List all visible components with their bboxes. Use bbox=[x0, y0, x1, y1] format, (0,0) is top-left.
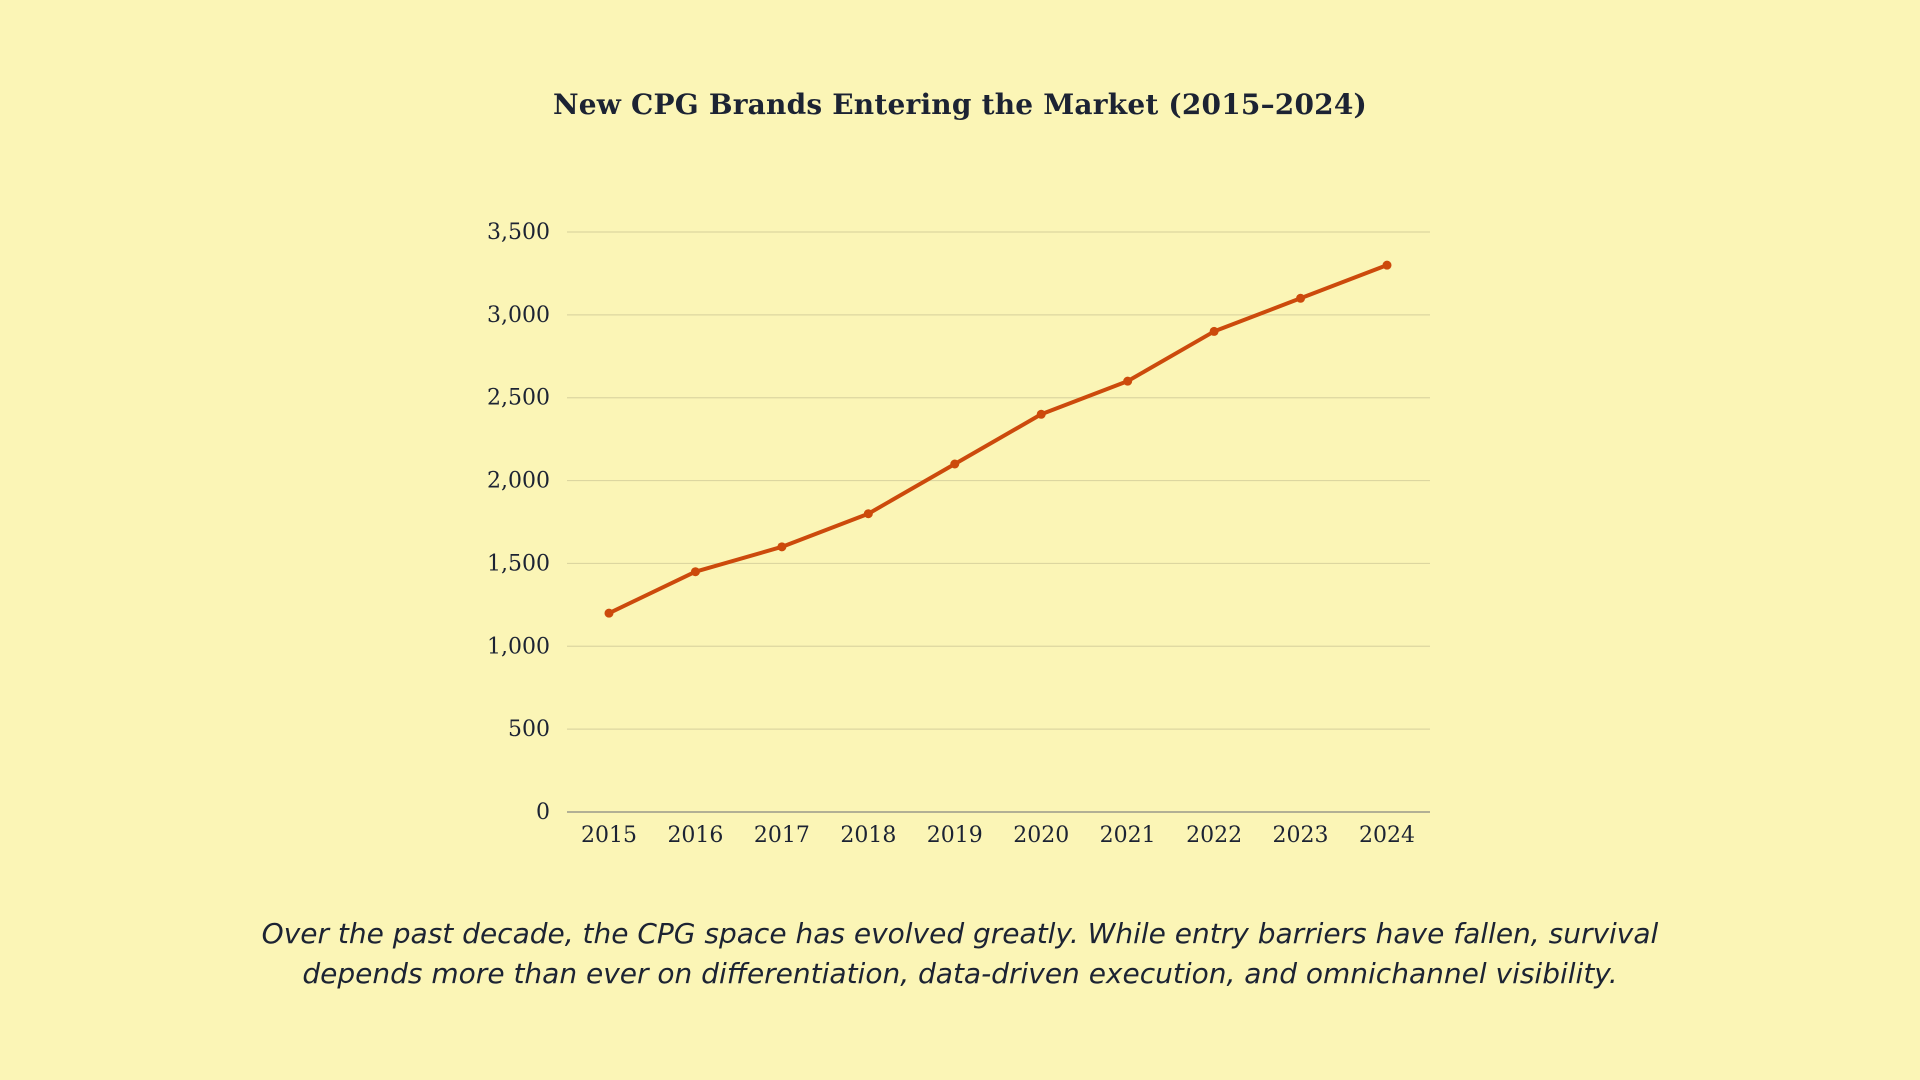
x-tick-label: 2020 bbox=[1013, 823, 1069, 848]
data-point bbox=[1209, 326, 1219, 336]
x-tick-label: 2019 bbox=[927, 823, 983, 848]
data-point bbox=[1123, 376, 1133, 386]
x-tick-label: 2016 bbox=[667, 823, 723, 848]
x-tick-label: 2015 bbox=[581, 823, 637, 848]
x-tick-label: 2021 bbox=[1100, 823, 1156, 848]
data-point bbox=[690, 567, 700, 577]
y-tick-label: 500 bbox=[508, 717, 550, 742]
y-tick-label: 0 bbox=[536, 800, 550, 825]
x-tick-label: 2024 bbox=[1359, 823, 1415, 848]
data-point bbox=[950, 459, 960, 469]
x-tick-label: 2022 bbox=[1186, 823, 1242, 848]
chart-title: New CPG Brands Entering the Market (2015… bbox=[553, 88, 1367, 121]
data-point bbox=[1382, 260, 1392, 270]
y-tick-label: 1,000 bbox=[487, 634, 550, 659]
y-tick-label: 3,000 bbox=[487, 303, 550, 328]
y-tick-label: 1,500 bbox=[487, 551, 550, 576]
x-tick-label: 2018 bbox=[840, 823, 896, 848]
data-point bbox=[1296, 293, 1306, 303]
y-tick-label: 2,500 bbox=[487, 386, 550, 411]
y-tick-label: 3,500 bbox=[487, 220, 550, 245]
data-point bbox=[1036, 409, 1046, 419]
x-axis-tick-labels: 2015 2016 2017 2018 2019 2020 2021 2022 2023 2024 bbox=[581, 823, 1415, 848]
x-tick-label: 2017 bbox=[754, 823, 810, 848]
series bbox=[604, 260, 1392, 618]
gridlines bbox=[567, 231, 1430, 730]
y-tick-label: 2,000 bbox=[487, 469, 550, 494]
series-line bbox=[607, 263, 1389, 616]
x-tick-label: 2023 bbox=[1273, 823, 1329, 848]
data-point bbox=[863, 509, 873, 519]
y-axis-tick-labels: 0 500 1,000 1,500 2,000 2,500 3,000 3,500 bbox=[487, 220, 550, 825]
caption-text: Over the past decade, the CPG space has … bbox=[261, 917, 1659, 990]
data-point bbox=[604, 608, 614, 618]
data-point bbox=[777, 542, 787, 552]
